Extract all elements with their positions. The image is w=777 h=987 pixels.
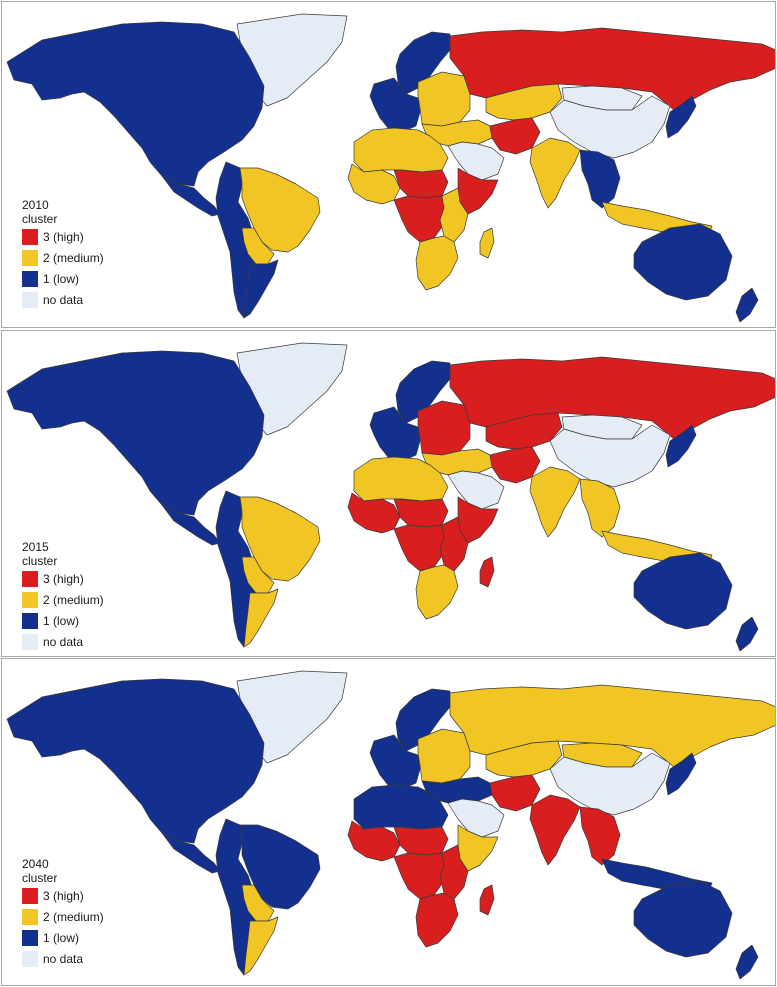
region-new-zealand — [735, 287, 759, 323]
region-new-zealand — [735, 944, 759, 980]
swatch-nodata — [22, 633, 38, 650]
region-eastern-europe — [417, 400, 471, 456]
region-south-america-brazil — [239, 824, 321, 910]
region-scandinavia — [395, 360, 451, 424]
legend-year: 2040 — [22, 857, 49, 871]
region-eastern-europe — [417, 728, 471, 784]
world-map-2040 — [2, 659, 775, 985]
legend-title: cluster — [22, 871, 58, 885]
legend-label: 1 (low) — [43, 930, 80, 945]
region-north-america — [6, 21, 265, 187]
legend-year: 2015 — [22, 540, 49, 554]
region-australia — [633, 223, 733, 301]
legend-item-high: 3 (high) — [22, 226, 162, 247]
region-north-america — [6, 350, 265, 516]
legend-label: 2 (medium) — [43, 909, 104, 924]
swatch-nodata — [22, 291, 38, 308]
swatch-low — [22, 612, 38, 629]
region-southern-africa — [415, 235, 459, 291]
swatch-low — [22, 270, 38, 287]
legend-item-low: 1 (low) — [22, 268, 162, 289]
region-australia — [633, 552, 733, 630]
legend-item-high: 3 (high) — [22, 568, 162, 589]
swatch-medium — [22, 591, 38, 608]
region-south-america-brazil — [239, 496, 321, 582]
region-china — [549, 424, 671, 488]
legend-item-nodata: no data — [22, 289, 162, 310]
map-panel-2040: 2040 cluster 3 (high) 2 (medium) 1 (low)… — [1, 658, 776, 986]
map-panel-2015: 2015 cluster 3 (high) 2 (medium) 1 (low)… — [1, 330, 776, 657]
legend-label: 1 (low) — [43, 271, 80, 286]
region-southern-cone — [243, 259, 279, 319]
region-arabia — [447, 798, 505, 838]
legend-label: 2 (medium) — [43, 250, 104, 265]
swatch-high — [22, 228, 38, 245]
legend-item-high: 3 (high) — [22, 885, 162, 906]
legend-item-medium: 2 (medium) — [22, 589, 162, 610]
swatch-low — [22, 929, 38, 946]
legend-item-nodata: no data — [22, 631, 162, 652]
region-southern-cone — [243, 916, 279, 976]
swatch-high — [22, 570, 38, 587]
region-new-zealand — [735, 616, 759, 652]
legend-2015: 2015 cluster 3 (high) 2 (medium) 1 (low)… — [22, 540, 162, 652]
legend-item-low: 1 (low) — [22, 927, 162, 948]
region-south-asia — [529, 466, 581, 538]
world-map-2015 — [2, 331, 775, 656]
region-japan — [665, 424, 697, 468]
region-madagascar — [479, 556, 495, 588]
legend-year: 2010 — [22, 198, 49, 212]
region-north-america — [6, 678, 265, 844]
legend-2040: 2040 cluster 3 (high) 2 (medium) 1 (low)… — [22, 857, 162, 969]
region-southern-africa — [415, 892, 459, 948]
world-map-2010 — [2, 2, 775, 327]
swatch-high — [22, 887, 38, 904]
region-southern-africa — [415, 564, 459, 620]
legend-label: no data — [43, 634, 84, 649]
swatch-medium — [22, 249, 38, 266]
legend-item-nodata: no data — [22, 948, 162, 969]
legend-label: no data — [43, 292, 84, 307]
region-east-africa — [439, 844, 469, 900]
region-east-africa — [439, 187, 469, 243]
legend-title: cluster — [22, 212, 58, 226]
region-scandinavia — [395, 688, 451, 752]
swatch-nodata — [22, 950, 38, 967]
region-arabia — [447, 141, 505, 181]
region-japan — [665, 95, 697, 139]
region-south-america-brazil — [239, 167, 321, 253]
region-southern-cone — [243, 588, 279, 648]
legend-label: 2 (medium) — [43, 592, 104, 607]
region-australia — [633, 880, 733, 958]
region-east-africa — [439, 516, 469, 572]
legend-label: 3 (high) — [43, 229, 84, 244]
legend-label: 3 (high) — [43, 571, 84, 586]
region-china — [549, 752, 671, 816]
region-south-asia — [529, 137, 581, 209]
map-panel-2010: 2010 cluster 3 (high) 2 (medium) 1 (low)… — [1, 1, 776, 328]
legend-item-medium: 2 (medium) — [22, 247, 162, 268]
region-scandinavia — [395, 31, 451, 95]
region-arabia — [447, 470, 505, 510]
region-japan — [665, 752, 697, 796]
region-eastern-europe — [417, 71, 471, 127]
legend-label: no data — [43, 951, 84, 966]
swatch-medium — [22, 908, 38, 925]
legend-item-low: 1 (low) — [22, 610, 162, 631]
legend-label: 3 (high) — [43, 888, 84, 903]
region-china — [549, 95, 671, 159]
legend-title: cluster — [22, 554, 58, 568]
legend-2010: 2010 cluster 3 (high) 2 (medium) 1 (low)… — [22, 198, 162, 310]
region-madagascar — [479, 884, 495, 916]
legend-item-medium: 2 (medium) — [22, 906, 162, 927]
region-south-asia — [529, 794, 581, 866]
region-madagascar — [479, 227, 495, 259]
legend-label: 1 (low) — [43, 613, 80, 628]
